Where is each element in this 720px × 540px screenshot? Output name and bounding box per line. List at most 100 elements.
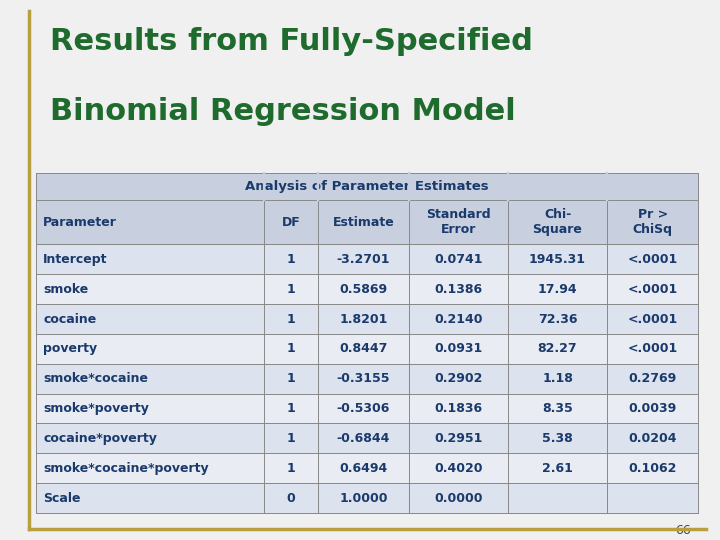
Text: 0.5869: 0.5869 [339, 282, 387, 296]
Text: 1.0000: 1.0000 [339, 491, 387, 504]
Bar [318, 394, 409, 423]
Text: 0.2769: 0.2769 [629, 372, 677, 385]
Bar [36, 394, 264, 423]
Bar [409, 274, 508, 304]
Bar [409, 364, 508, 394]
Bar [318, 245, 409, 274]
Bar [508, 453, 607, 483]
Bar [264, 334, 318, 364]
Text: 0.4020: 0.4020 [434, 462, 483, 475]
Text: 0.0931: 0.0931 [434, 342, 482, 355]
Bar [264, 394, 318, 423]
Bar [318, 423, 409, 453]
Bar [36, 423, 264, 453]
Bar [508, 423, 607, 453]
Text: 0: 0 [287, 491, 295, 504]
Text: 1: 1 [287, 402, 295, 415]
Text: <.0001: <.0001 [628, 253, 678, 266]
Bar [508, 334, 607, 364]
Text: 0.2140: 0.2140 [434, 313, 483, 326]
Text: smoke*cocaine: smoke*cocaine [43, 372, 148, 385]
Bar [264, 304, 318, 334]
Bar [36, 483, 264, 513]
Text: -0.6844: -0.6844 [337, 432, 390, 445]
Text: Pr >
ChiSq: Pr > ChiSq [633, 208, 672, 236]
Bar [607, 274, 698, 304]
Text: Analysis of Parameter Estimates: Analysis of Parameter Estimates [246, 180, 489, 193]
Bar [36, 274, 264, 304]
Text: 0.0741: 0.0741 [434, 253, 483, 266]
Bar [36, 173, 698, 200]
Bar [36, 245, 264, 274]
Bar [409, 453, 508, 483]
Text: DF: DF [282, 215, 300, 228]
Text: 1: 1 [287, 432, 295, 445]
Text: <.0001: <.0001 [628, 313, 678, 326]
Text: 0.6494: 0.6494 [339, 462, 387, 475]
Text: <.0001: <.0001 [628, 342, 678, 355]
Bar [318, 274, 409, 304]
Bar [607, 394, 698, 423]
Bar [264, 423, 318, 453]
Text: 66: 66 [675, 524, 691, 537]
Text: 2.61: 2.61 [542, 462, 573, 475]
Text: 0.0204: 0.0204 [629, 432, 677, 445]
Bar [607, 200, 698, 245]
Bar [318, 304, 409, 334]
Text: Intercept: Intercept [43, 253, 108, 266]
Bar [607, 423, 698, 453]
Bar [36, 334, 264, 364]
Text: 17.94: 17.94 [538, 282, 577, 296]
Bar [607, 245, 698, 274]
Bar [607, 483, 698, 513]
Bar [264, 483, 318, 513]
Bar [36, 453, 264, 483]
Text: 1: 1 [287, 462, 295, 475]
Text: 1: 1 [287, 342, 295, 355]
Text: smoke*cocaine*poverty: smoke*cocaine*poverty [43, 462, 209, 475]
Text: 0.8447: 0.8447 [339, 342, 387, 355]
Bar [318, 453, 409, 483]
Text: Estimate: Estimate [333, 215, 395, 228]
Text: Scale: Scale [43, 491, 81, 504]
Text: 0.2951: 0.2951 [434, 432, 482, 445]
Text: cocaine*poverty: cocaine*poverty [43, 432, 157, 445]
Text: Standard
Error: Standard Error [426, 208, 491, 236]
Text: Binomial Regression Model: Binomial Regression Model [50, 97, 516, 126]
Bar [409, 394, 508, 423]
Text: cocaine: cocaine [43, 313, 96, 326]
Bar [607, 334, 698, 364]
Text: 1: 1 [287, 282, 295, 296]
Text: 1: 1 [287, 253, 295, 266]
Bar [508, 304, 607, 334]
Text: smoke*poverty: smoke*poverty [43, 402, 149, 415]
Text: -0.5306: -0.5306 [337, 402, 390, 415]
Bar [318, 200, 409, 245]
Text: 0.1062: 0.1062 [629, 462, 677, 475]
Bar [264, 453, 318, 483]
Text: <.0001: <.0001 [628, 282, 678, 296]
Text: 72.36: 72.36 [538, 313, 577, 326]
Bar [508, 364, 607, 394]
Bar [508, 483, 607, 513]
Bar [318, 483, 409, 513]
Text: Chi-
Square: Chi- Square [533, 208, 582, 236]
Text: 1.8201: 1.8201 [339, 313, 387, 326]
Bar [607, 453, 698, 483]
Text: 1.18: 1.18 [542, 372, 573, 385]
Text: 1: 1 [287, 372, 295, 385]
Text: smoke: smoke [43, 282, 89, 296]
Text: Parameter: Parameter [43, 215, 117, 228]
Bar [607, 304, 698, 334]
Bar [508, 274, 607, 304]
Bar [264, 200, 318, 245]
Text: 0.2902: 0.2902 [434, 372, 482, 385]
Bar [409, 200, 508, 245]
Bar [508, 200, 607, 245]
Bar [264, 274, 318, 304]
Text: -3.2701: -3.2701 [337, 253, 390, 266]
Bar [409, 304, 508, 334]
Text: Results from Fully-Specified: Results from Fully-Specified [50, 27, 534, 56]
Text: 0.1836: 0.1836 [434, 402, 482, 415]
Bar [607, 364, 698, 394]
